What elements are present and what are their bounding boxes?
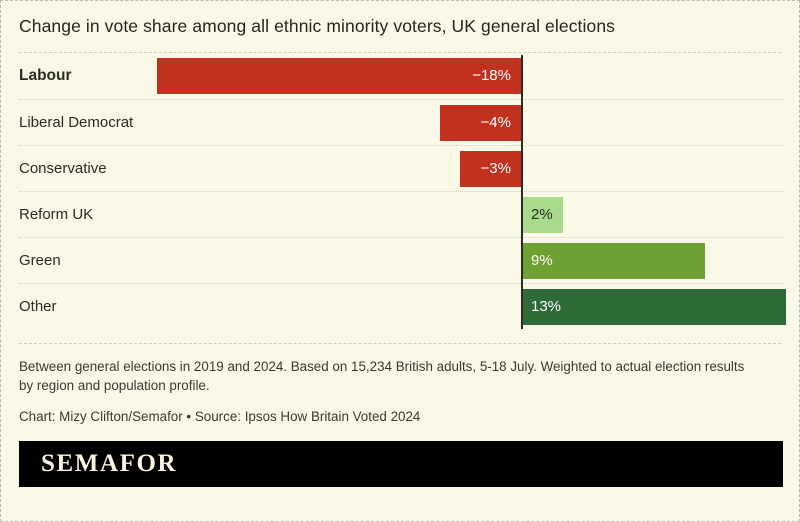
- chart-header: Change in vote share among all ethnic mi…: [1, 1, 799, 38]
- bar-value-label: 13%: [531, 298, 562, 315]
- bar-liberal-democrat: [440, 105, 521, 141]
- zero-axis-line: [521, 55, 523, 329]
- page-title: Change in vote share among all ethnic mi…: [19, 16, 616, 36]
- bar-conservative: [460, 151, 521, 187]
- bar-labour: [157, 58, 521, 94]
- bar-value-label: −3%: [480, 160, 511, 177]
- semafor-logo-text: SEMAFOR: [41, 450, 178, 477]
- table-row: Conservative −3%: [19, 145, 783, 191]
- table-row: Reform UK 2%: [19, 191, 783, 237]
- table-row: Other 13%: [19, 283, 786, 329]
- table-row: Labour −18%: [19, 53, 783, 99]
- table-row: Green 9%: [19, 237, 783, 283]
- bar-value-label: 2%: [531, 206, 553, 223]
- bar-reform-uk: [523, 197, 564, 233]
- table-row: Liberal Democrat −4%: [19, 99, 783, 145]
- bar-chart-plot: Labour −18% Liberal Democrat −4% Conservativ…: [19, 53, 786, 335]
- bar-rows: Labour −18% Liberal Democrat −4% Conservativ…: [19, 53, 786, 329]
- semafor-logo: SEMAFOR: [19, 441, 783, 487]
- bar-value-label: −18%: [472, 67, 511, 84]
- chart-credit: Chart: Mizy Clifton/Semafor • Source: Ip…: [19, 409, 421, 424]
- bar-value-label: 9%: [531, 252, 553, 269]
- bar-label: Conservative: [19, 160, 107, 177]
- bar-green: [523, 243, 705, 279]
- bar-label: Other: [19, 298, 57, 315]
- chart-notes: Between general elections in 2019 and 20…: [19, 359, 745, 393]
- bar-value-label: −4%: [480, 114, 511, 131]
- bar-label: Labour: [19, 67, 72, 84]
- bar-label: Green: [19, 252, 61, 269]
- footer-divider: [19, 343, 781, 344]
- bar-label: Liberal Democrat: [19, 114, 134, 131]
- bar-label: Reform UK: [19, 206, 94, 223]
- header-divider: [19, 52, 781, 53]
- bar-other: [523, 289, 786, 325]
